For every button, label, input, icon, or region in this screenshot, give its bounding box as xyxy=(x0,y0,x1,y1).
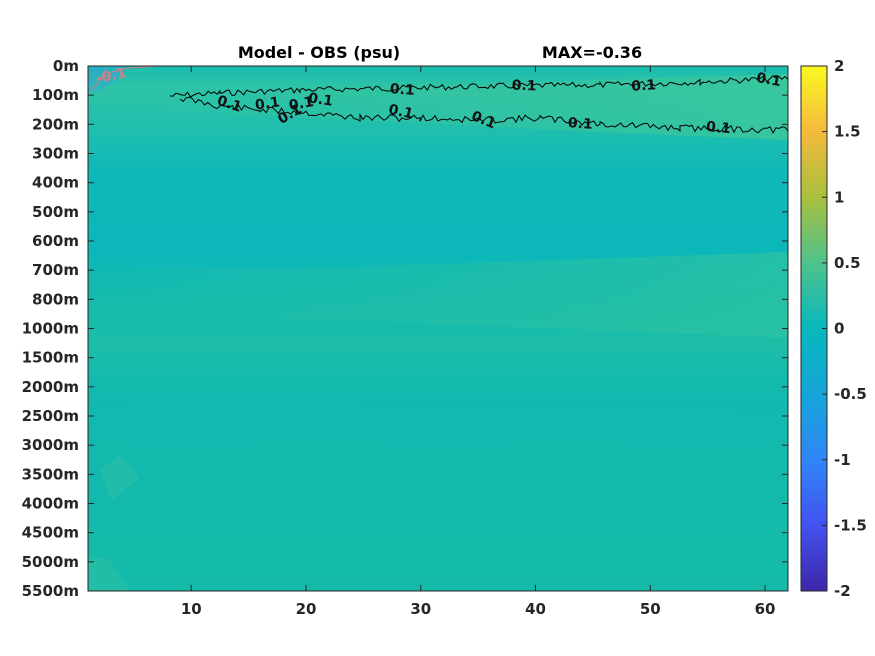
colorbar-tick-label: 1 xyxy=(834,188,844,206)
contour-neg0.1 xyxy=(91,66,161,91)
positive-band-100-200m xyxy=(88,74,788,140)
y-tick-label: 200m xyxy=(32,115,79,133)
contour-0.1-lower xyxy=(179,96,788,134)
y-tick-label: 5500m xyxy=(22,582,79,600)
contour-label: 0.1 xyxy=(389,81,415,99)
y-tick-label: 3500m xyxy=(22,465,79,483)
colorbar-tick-label: -2 xyxy=(834,582,851,600)
chart-title: Model - OBS (psu) xyxy=(238,43,400,62)
y-tick-label: 2000m xyxy=(22,378,79,396)
x-tick-label: 10 xyxy=(181,600,202,618)
contour-label: -0.1 xyxy=(95,65,128,87)
x-tick-label: 20 xyxy=(296,600,317,618)
contour-0.1-upper xyxy=(169,75,788,98)
contour-label: 0.1 xyxy=(705,119,731,138)
colorbar-tick-label: -1 xyxy=(834,451,851,469)
y-tick-label: 1500m xyxy=(22,349,79,367)
colorbar-axis: 2 1.5 1 0.5 0 -0.5 -1 -1.5 -2 xyxy=(822,57,867,600)
x-axis: 10 20 30 40 50 60 xyxy=(181,66,776,618)
y-tick-label: 800m xyxy=(32,290,79,308)
y-tick-label: 600m xyxy=(32,232,79,250)
positive-zone-700-1000m xyxy=(88,252,788,338)
contour-label: 0.1 xyxy=(755,70,782,90)
bottom-patch xyxy=(88,555,130,591)
y-tick-label: 4500m xyxy=(22,524,79,542)
chart-subtitle: MAX=-0.36 xyxy=(542,43,642,62)
y-tick-label: 5000m xyxy=(22,553,79,571)
x-tick-label: 30 xyxy=(410,600,431,618)
contour-label: 0.1 xyxy=(511,78,536,95)
surface-negative-patch xyxy=(88,66,130,92)
y-tick-label: 2500m xyxy=(22,407,79,425)
x-tick-label: 40 xyxy=(525,600,546,618)
deep-patch xyxy=(100,455,140,500)
contour-lines xyxy=(91,66,788,134)
y-tick-label: 500m xyxy=(32,203,79,221)
contour-label: 0.1 xyxy=(631,77,657,95)
deep-slight-positive xyxy=(88,400,788,591)
contour-label: 0.1 xyxy=(215,93,244,116)
y-tick-label: 1000m xyxy=(22,320,79,338)
colorbar-tick-label: 2 xyxy=(834,57,844,75)
heatmap-field xyxy=(88,66,788,591)
x-tick-label: 50 xyxy=(640,600,661,618)
y-tick-label: 3000m xyxy=(22,436,79,454)
contour-label: 0.1 xyxy=(387,102,415,123)
x-tick-label: 60 xyxy=(755,600,776,618)
y-tick-label: 0m xyxy=(53,57,79,75)
y-tick-label: 300m xyxy=(32,145,79,163)
y-tick-label: 400m xyxy=(32,174,79,192)
colorbar-tick-label: -1.5 xyxy=(834,516,867,534)
contour-label: 0.1 xyxy=(288,94,315,114)
contour-label: 0.1 xyxy=(567,115,593,133)
y-tick-label: 100m xyxy=(32,86,79,104)
y-axis: 0m 100m 200m 300m 400m 500m 600m 700m 800m 1000m 1… xyxy=(22,57,788,600)
contour-label: 0.1 xyxy=(307,90,334,109)
colorbar-tick-label: -0.5 xyxy=(834,385,867,403)
contour-label: 0.1 xyxy=(254,94,281,113)
y-tick-label: 4000m xyxy=(22,495,79,513)
colorbar-tick-label: 0 xyxy=(834,320,844,338)
y-tick-label: 700m xyxy=(32,261,79,279)
colorbar-tick-label: 1.5 xyxy=(834,123,861,141)
colorbar-tick-label: 0.5 xyxy=(834,254,861,272)
